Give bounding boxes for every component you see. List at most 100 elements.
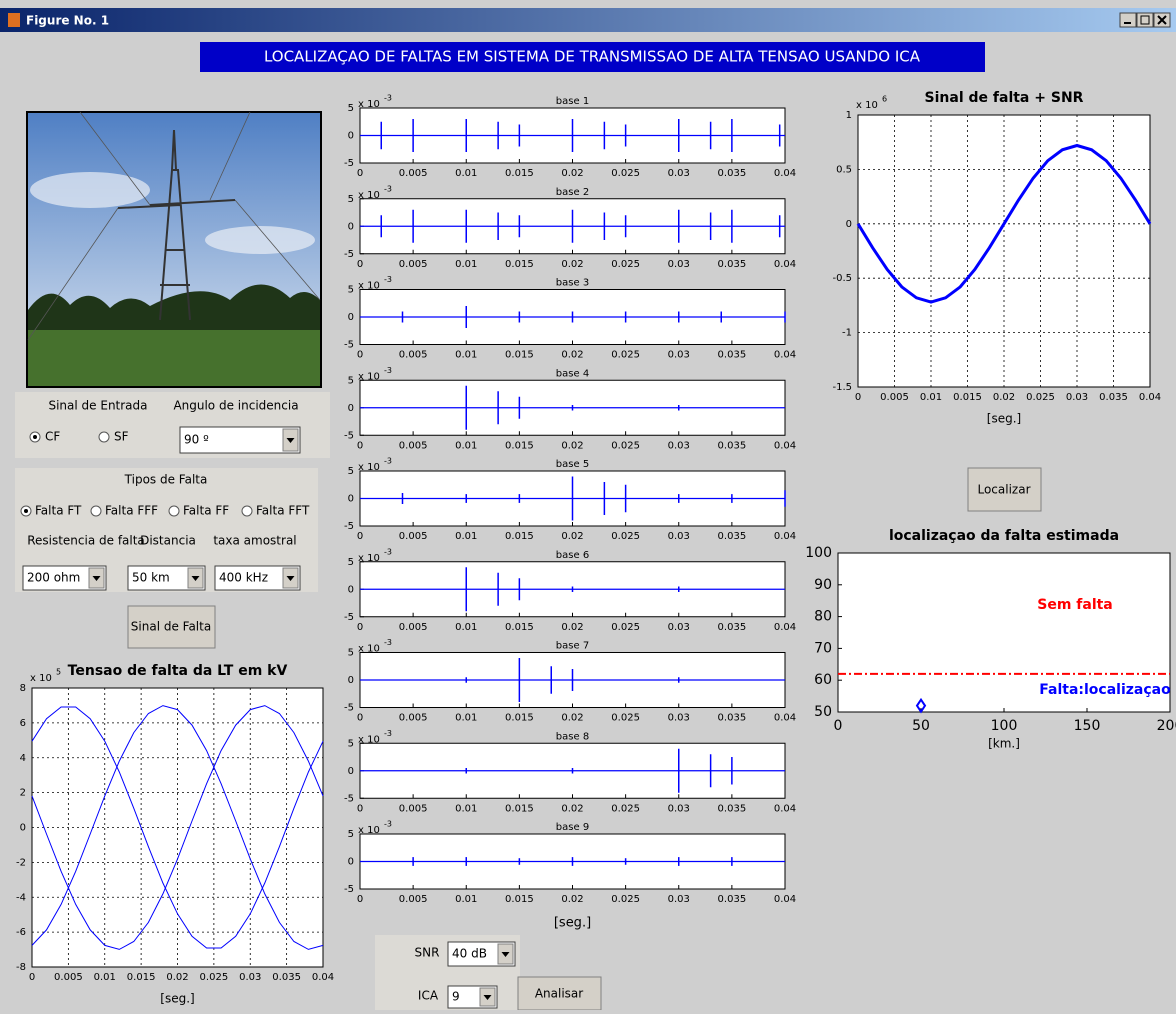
y-tick-label: 6 [20, 718, 26, 729]
ica-label: ICA [418, 989, 439, 1003]
x-tick-label: 0.04 [774, 168, 796, 179]
x-tick-label: 0 [357, 259, 363, 270]
x-tick-label: 0.01 [455, 531, 477, 542]
y-multiplier: x 10 [358, 644, 380, 655]
dropdown[interactable]: 50 km [128, 566, 205, 590]
input-signal-label: Sinal de Entrada [48, 399, 147, 413]
x-tick-label: 0 [357, 803, 363, 814]
banner-text: LOCALIZAÇAO DE FALTAS EM SISTEMA DE TRAN… [264, 48, 921, 66]
chart-title: Tensao de falta da LT em kV [68, 663, 288, 679]
snr-label: SNR [415, 946, 440, 960]
x-tick-label: 0.005 [399, 259, 428, 270]
x-tick-label: 0.035 [718, 894, 747, 905]
x-tick-label: 0.035 [718, 713, 747, 724]
button-label: Sinal de Falta [131, 620, 211, 634]
dropdown[interactable]: 200 ohm [23, 566, 106, 590]
x-tick-label: 0.005 [880, 392, 909, 403]
y-tick-label: -5 [344, 249, 354, 260]
dropdown-value: 40 dB [452, 947, 487, 961]
x-tick-label: 50 [912, 718, 930, 734]
y-multiplier: x 10 [358, 371, 380, 382]
dropdown-value: 90 º [184, 433, 209, 447]
x-tick-label: 200 [1157, 718, 1176, 734]
y-multiplier: x 10 [358, 462, 380, 473]
x-tick-label: 0 [357, 168, 363, 179]
x-tick-label: 0.025 [611, 168, 640, 179]
x-tick-label: 0.015 [505, 350, 534, 361]
radio-dot [24, 509, 28, 513]
maximize-button[interactable] [1137, 13, 1153, 27]
x-tick-label: 0.02 [561, 440, 583, 451]
x-tick-label: 0.005 [399, 622, 428, 633]
x-tick-label: 0.03 [668, 350, 690, 361]
x-tick-label: 0.04 [774, 259, 796, 270]
y-tick-label: 0 [348, 857, 354, 868]
x-tick-label: 0.035 [718, 622, 747, 633]
y-tick-label: 50 [814, 704, 832, 720]
x-tick-label: 0.015 [505, 531, 534, 542]
x-tick-label: 0.04 [774, 531, 796, 542]
y-tick-label: 0 [348, 221, 354, 232]
x-tick-label: 0.01 [455, 713, 477, 724]
radio-label: SF [114, 430, 129, 444]
x-tick-label: 0.015 [953, 392, 982, 403]
y-tick-label: 5 [348, 194, 354, 205]
annotation: Falta:localizaçao [1039, 682, 1171, 698]
x-tick-label: 0.04 [774, 713, 796, 724]
y-tick-label: 60 [814, 672, 832, 688]
x-tick-label: 0.035 [718, 259, 747, 270]
dropdown[interactable]: 9 [448, 986, 497, 1008]
matlab-figure-window: Figure No. 1 LOCALIZAÇAO DE FALTAS EM SI… [0, 0, 1176, 1010]
x-tick-label: 0.03 [668, 622, 690, 633]
photo [27, 112, 321, 387]
y-tick-label: 5 [348, 285, 354, 296]
y-exponent: 6 [882, 95, 887, 104]
y-tick-label: 70 [814, 640, 832, 656]
x-tick-label: 0 [357, 622, 363, 633]
radio-button[interactable] [91, 506, 101, 516]
y-tick-label: 0 [20, 823, 26, 834]
x-tick-label: 0.005 [399, 168, 428, 179]
y-tick-label: -4 [16, 892, 26, 903]
radio-button[interactable] [169, 506, 179, 516]
chart: 00.0050.010.0150.020.0250.030.0350.04-1.… [832, 90, 1161, 426]
dropdown-value: 50 km [132, 571, 170, 585]
y-exponent: -3 [384, 638, 392, 647]
x-tick-label: 0.035 [718, 803, 747, 814]
y-tick-label: 90 [814, 577, 832, 593]
y-tick-label: -5 [344, 884, 354, 895]
x-tick-label: 0.04 [774, 350, 796, 361]
x-tick-label: 0.01 [455, 440, 477, 451]
x-tick-label: 0.01 [455, 803, 477, 814]
y-tick-label: -5 [344, 793, 354, 804]
x-tick-label: 0.01 [920, 392, 942, 403]
y-tick-label: 5 [348, 738, 354, 749]
x-tick-label: 0.015 [505, 803, 534, 814]
radio-label: Falta FF [183, 504, 229, 518]
window-title: Figure No. 1 [26, 14, 109, 28]
y-multiplier: x 10 [358, 553, 380, 564]
dropdown[interactable]: 90 º [180, 427, 300, 453]
resistance-label: Resistencia de falta [27, 534, 145, 548]
radio-button[interactable] [242, 506, 252, 516]
x-axis-label: [seg.] [987, 412, 1021, 426]
y-tick-label: 80 [814, 609, 832, 625]
x-tick-label: 0.03 [668, 803, 690, 814]
radio-label: Falta FFT [256, 504, 310, 518]
radio-sf[interactable] [99, 432, 109, 442]
sample-rate-label: taxa amostral [213, 534, 296, 548]
radio-label: CF [45, 430, 60, 444]
x-tick-label: 0.02 [561, 803, 583, 814]
dropdown[interactable]: 400 kHz [215, 566, 300, 590]
y-multiplier: x 10 [358, 734, 380, 745]
x-tick-label: 0.01 [455, 622, 477, 633]
minimize-button[interactable] [1120, 13, 1136, 27]
y-tick-label: 0 [348, 403, 354, 414]
y-tick-label: 0 [348, 312, 354, 323]
x-tick-label: 0.04 [774, 622, 796, 633]
y-tick-label: 1 [846, 110, 852, 121]
dropdown-value: 200 ohm [27, 571, 80, 585]
y-exponent: -3 [384, 94, 392, 103]
dropdown[interactable]: 40 dB [448, 942, 515, 966]
